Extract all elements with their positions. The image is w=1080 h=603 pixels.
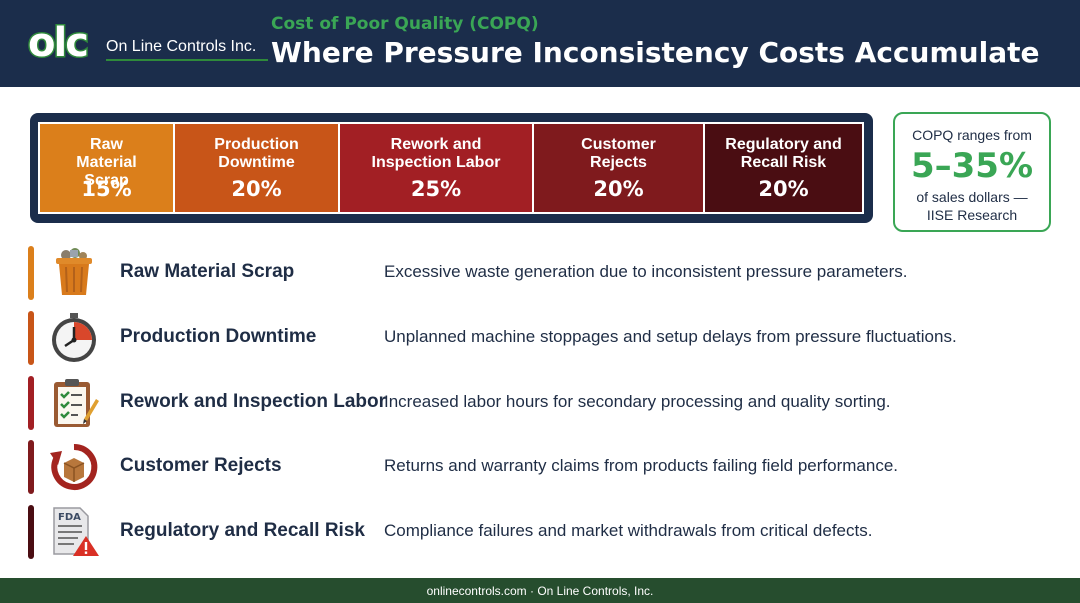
- header-banner: olc On Line Controls Inc. Cost of Poor Q…: [0, 0, 1080, 87]
- stat-bottom-line2: IISE Research: [926, 207, 1018, 223]
- segment-raw-material-scrap: Raw Material Scrap 15%: [38, 122, 175, 214]
- item-title: Customer Rejects: [120, 455, 282, 476]
- segment-customer-rejects: Customer Rejects 20%: [532, 122, 705, 214]
- logo-company-name: On Line Controls Inc.: [106, 38, 257, 55]
- segment-label: Customer Rejects: [581, 136, 656, 171]
- row-accent-bar: [28, 246, 34, 300]
- logo-mark: olc: [27, 20, 91, 66]
- segment-percent: 15%: [81, 177, 132, 201]
- item-description: Compliance failures and market withdrawa…: [384, 521, 873, 540]
- item-title: Rework and Inspection Labor: [120, 391, 387, 412]
- segment-percent: 20%: [593, 177, 644, 201]
- company-logo: olc On Line Controls Inc.: [27, 20, 268, 66]
- segment-label: Rework and Inspection Labor: [371, 136, 501, 171]
- segment-label: Raw Material Scrap: [76, 136, 137, 189]
- footer-bar: onlinecontrols.com · On Line Controls, I…: [0, 578, 1080, 603]
- list-item-production-downtime: Production Downtime Unplanned machine st…: [28, 311, 1058, 365]
- segment-production-downtime: Production Downtime 20%: [173, 122, 340, 214]
- row-accent-bar: [28, 505, 34, 559]
- segment-rework-inspection-labor: Rework and Inspection Labor 25%: [338, 122, 534, 214]
- clipboard-checklist-icon: [48, 377, 100, 429]
- item-title: Regulatory and Recall Risk: [120, 520, 365, 541]
- segment-percent: 20%: [758, 177, 809, 201]
- logo-underline: [106, 59, 268, 61]
- stat-value: 5–35%: [910, 146, 1034, 186]
- row-accent-bar: [28, 376, 34, 430]
- list-item-customer-rejects: Customer Rejects Returns and warranty cl…: [28, 440, 1058, 494]
- footer-text: onlinecontrols.com · On Line Controls, I…: [426, 584, 654, 598]
- list-item-rework-inspection-labor: Rework and Inspection Labor Increased la…: [28, 376, 1058, 430]
- list-item-raw-material-scrap: Raw Material Scrap Excessive waste gener…: [28, 246, 1058, 300]
- item-title: Production Downtime: [120, 326, 317, 347]
- item-description: Increased labor hours for secondary proc…: [384, 392, 891, 411]
- stat-source: of sales dollars — IISE Research: [895, 188, 1049, 224]
- svg-text:FDA: FDA: [58, 512, 81, 523]
- stat-bottom-line1: of sales dollars —: [916, 189, 1028, 205]
- item-title: Raw Material Scrap: [120, 261, 295, 282]
- copq-stat-callout: COPQ ranges from 5–35% of sales dollars …: [893, 112, 1051, 232]
- item-description: Excessive waste generation due to incons…: [384, 262, 908, 281]
- item-description: Unplanned machine stoppages and setup de…: [384, 327, 957, 346]
- segment-percent: 25%: [410, 177, 462, 201]
- row-accent-bar: [28, 311, 34, 365]
- fda-warning-document-icon: FDA: [48, 506, 100, 558]
- return-package-icon: [48, 441, 100, 493]
- page-subtitle: Cost of Poor Quality (COPQ): [271, 14, 539, 34]
- stat-intro: COPQ ranges from: [912, 127, 1032, 143]
- cost-breakdown-bar: Raw Material Scrap 15% Production Downti…: [30, 113, 873, 223]
- trash-bin-icon: [48, 247, 100, 299]
- page-title: Where Pressure Inconsistency Costs Accum…: [271, 36, 1040, 69]
- segment-regulatory-recall-risk: Regulatory and Recall Risk 20%: [703, 122, 864, 214]
- segment-percent: 20%: [231, 177, 282, 201]
- item-description: Returns and warranty claims from product…: [384, 456, 898, 475]
- clock-icon: [48, 312, 100, 364]
- list-item-regulatory-recall-risk: FDA Regulatory and Recall Risk Complianc…: [28, 505, 1058, 559]
- row-accent-bar: [28, 440, 34, 494]
- segment-label: Production Downtime: [214, 136, 299, 171]
- segment-label: Regulatory and Recall Risk: [725, 136, 842, 171]
